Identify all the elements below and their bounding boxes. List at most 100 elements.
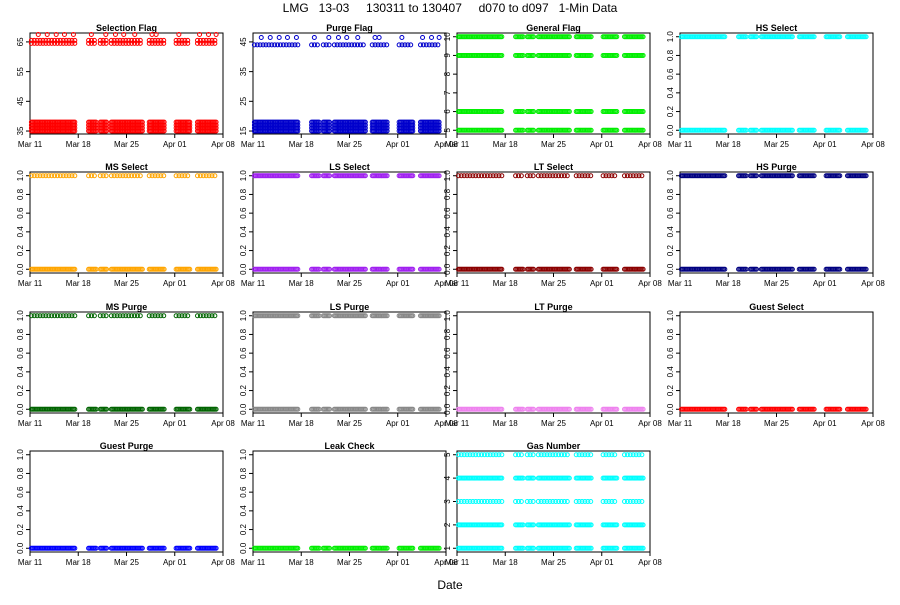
x-tick-label: Apr 08 bbox=[861, 140, 885, 149]
x-tick-label: Apr 08 bbox=[638, 558, 662, 567]
series-level bbox=[455, 109, 646, 115]
data-point bbox=[343, 42, 349, 48]
data-point bbox=[52, 40, 58, 46]
x-tick-label: Apr 01 bbox=[590, 419, 614, 428]
data-point bbox=[357, 42, 363, 48]
data-point bbox=[499, 173, 505, 179]
panel-title: Purge Flag bbox=[326, 23, 373, 33]
data-point bbox=[405, 42, 411, 48]
panel-ms-select: MS Select 0.0 0.2 0.4 0.6 0.8 1.0 Mar 11 Mar 18 M… bbox=[16, 162, 235, 288]
series-level bbox=[251, 122, 442, 128]
data-point bbox=[182, 40, 188, 46]
data-point bbox=[275, 42, 281, 48]
panel-title: HS Purge bbox=[756, 162, 797, 172]
data-point bbox=[176, 31, 182, 37]
data-point bbox=[212, 173, 218, 179]
panel-guest-purge: Guest Purge 0.0 0.2 0.4 0.6 0.8 1.0 Mar 11 Mar 1… bbox=[16, 441, 235, 567]
data-point bbox=[337, 42, 343, 48]
y-tick-label: 35 bbox=[16, 126, 25, 135]
x-tick-label: Mar 25 bbox=[337, 279, 362, 288]
y-tick-label: 0.6 bbox=[666, 68, 675, 80]
data-point bbox=[43, 37, 49, 43]
data-point bbox=[499, 127, 505, 133]
plot-frame bbox=[252, 32, 447, 135]
data-point bbox=[146, 40, 152, 46]
data-point bbox=[146, 37, 152, 43]
data-point bbox=[362, 125, 368, 131]
data-point bbox=[137, 173, 143, 179]
y-tick-label: 0.6 bbox=[443, 207, 452, 219]
y-tick-label: 0.8 bbox=[666, 328, 675, 340]
data-point bbox=[531, 52, 537, 58]
data-point bbox=[155, 37, 161, 43]
series-level bbox=[455, 266, 646, 272]
data-point bbox=[863, 34, 869, 40]
x-tick-label: Mar 18 bbox=[716, 419, 741, 428]
x-tick-label: Mar 25 bbox=[337, 558, 362, 567]
data-point bbox=[327, 125, 333, 131]
x-tick-label: Mar 11 bbox=[445, 419, 470, 428]
data-point bbox=[185, 40, 191, 46]
data-point bbox=[161, 128, 167, 134]
data-point bbox=[564, 499, 570, 504]
x-tick-label: Apr 01 bbox=[813, 279, 837, 288]
data-point bbox=[518, 499, 524, 504]
data-point bbox=[530, 499, 536, 504]
y-tick-label: 0.8 bbox=[239, 467, 248, 479]
data-point bbox=[323, 42, 329, 48]
y-tick-label: 0.4 bbox=[239, 226, 248, 238]
data-point bbox=[139, 128, 145, 134]
y-tick-label: 0.0 bbox=[443, 403, 452, 415]
y-tick-label: 0.4 bbox=[666, 87, 675, 99]
data-point bbox=[837, 34, 843, 40]
data-point bbox=[88, 37, 94, 43]
data-point bbox=[292, 42, 298, 48]
x-tick-label: Mar 25 bbox=[114, 558, 139, 567]
y-tick-label: 0.4 bbox=[443, 226, 452, 238]
y-tick-label: 1 bbox=[443, 545, 452, 550]
data-point bbox=[384, 42, 390, 48]
plot-frame bbox=[679, 311, 874, 414]
data-point bbox=[134, 37, 140, 43]
data-point bbox=[88, 40, 94, 46]
x-tick-label: Mar 18 bbox=[493, 558, 518, 567]
data-point bbox=[289, 42, 295, 48]
data-point bbox=[129, 40, 135, 46]
x-tick-label: Mar 18 bbox=[289, 558, 314, 567]
data-point bbox=[173, 37, 179, 43]
data-point bbox=[161, 313, 167, 319]
series-level bbox=[258, 34, 442, 40]
x-tick-label: Apr 08 bbox=[211, 279, 235, 288]
data-point bbox=[588, 127, 594, 133]
data-point bbox=[72, 119, 78, 125]
data-point bbox=[564, 452, 570, 458]
data-point bbox=[213, 125, 219, 131]
data-point bbox=[200, 37, 206, 43]
series-level bbox=[28, 125, 219, 131]
x-tick-label: Apr 08 bbox=[861, 419, 885, 428]
series-level bbox=[678, 266, 869, 272]
data-point bbox=[372, 42, 378, 48]
y-tick-label: 55 bbox=[16, 67, 25, 76]
data-point bbox=[789, 127, 795, 133]
data-point bbox=[126, 37, 132, 43]
plot-frame bbox=[252, 450, 447, 553]
data-point bbox=[213, 122, 219, 128]
data-point bbox=[789, 34, 795, 40]
data-point bbox=[309, 42, 315, 48]
y-tick-label: 0.6 bbox=[16, 486, 25, 498]
x-tick-label: Apr 01 bbox=[590, 558, 614, 567]
data-point bbox=[212, 40, 218, 46]
data-point bbox=[161, 37, 167, 43]
data-point bbox=[185, 173, 191, 179]
x-tick-label: Mar 25 bbox=[764, 279, 789, 288]
data-point bbox=[272, 42, 278, 48]
data-point bbox=[614, 52, 620, 58]
data-point bbox=[176, 37, 182, 43]
data-point bbox=[314, 42, 320, 48]
y-tick-label: 1.0 bbox=[16, 449, 25, 461]
data-point bbox=[46, 37, 52, 43]
data-point bbox=[161, 40, 167, 46]
panel-general-flag: General Flag 5 6 7 8 9 10 Mar 11 Mar 18 Mar 25 Apr… bbox=[443, 23, 662, 149]
y-tick-label: 65 bbox=[16, 37, 25, 46]
